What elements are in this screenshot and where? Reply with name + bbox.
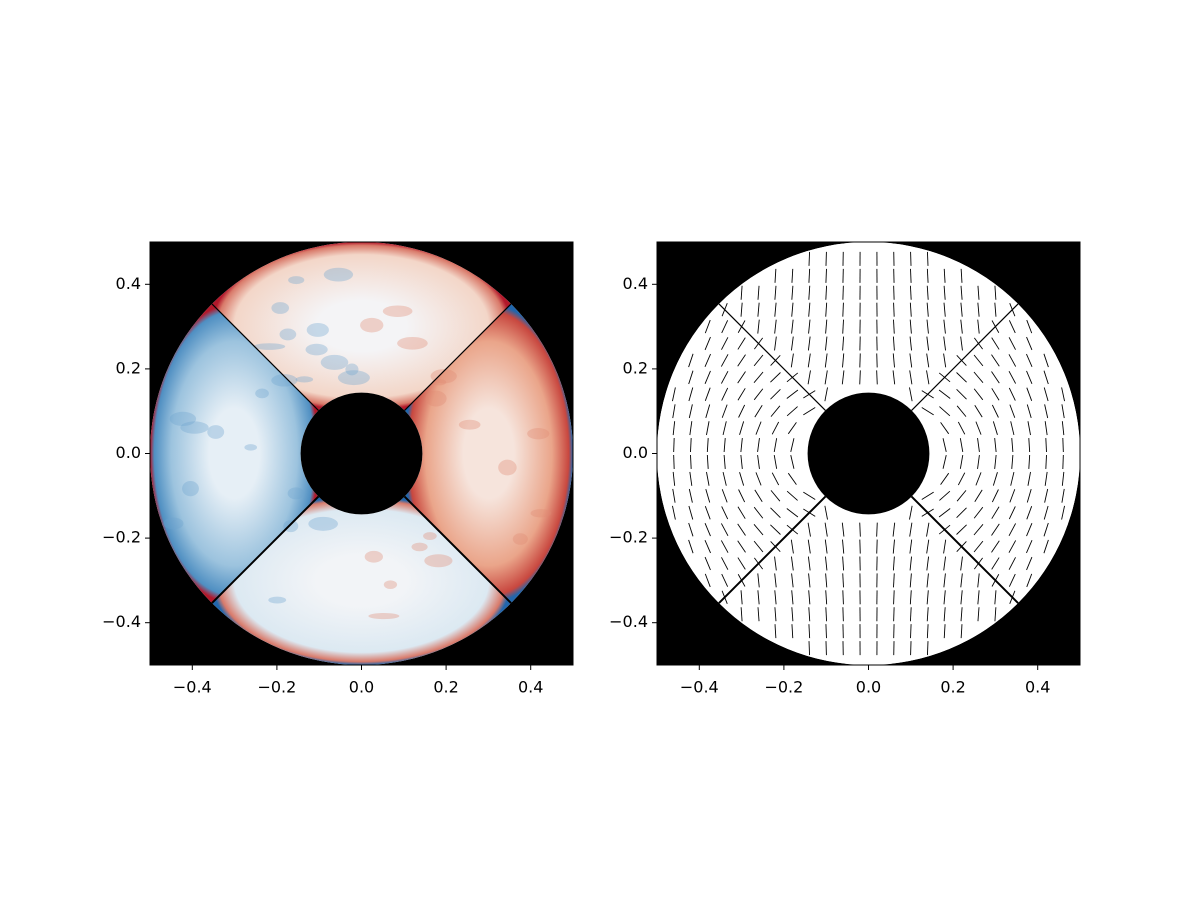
heatmap-blob — [280, 329, 297, 341]
polarization-vector — [826, 269, 827, 283]
polarization-vector — [809, 252, 810, 266]
x-tick-label: −0.4 — [173, 678, 212, 697]
heatmap-blob — [268, 597, 286, 604]
heatmap-blob — [271, 302, 289, 314]
heatmap-blob — [365, 551, 383, 563]
y-tick-label: 0.0 — [623, 443, 648, 462]
heatmap-blob — [306, 344, 328, 356]
heatmap-blob — [412, 543, 428, 552]
y-tick-label: 0.2 — [116, 358, 141, 377]
heatmap-blob — [207, 425, 224, 439]
heatmap-blob — [424, 554, 452, 567]
y-tick-label: 0.4 — [623, 274, 648, 293]
polarization-vector — [911, 269, 912, 283]
y-tick-label: 0.0 — [116, 443, 141, 462]
polarization-vector — [826, 624, 827, 638]
x-tick-label: −0.2 — [257, 678, 296, 697]
polarization-vector — [894, 590, 895, 604]
polarization-vector — [911, 624, 912, 638]
inner-hole — [301, 393, 423, 515]
heatmap-blob — [338, 370, 370, 385]
heatmap-blob — [163, 518, 183, 530]
heatmap-blob — [459, 420, 481, 430]
x-tick-label: 0.2 — [940, 678, 965, 697]
y-tick-label: 0.2 — [623, 358, 648, 377]
polarization-vector — [809, 641, 810, 655]
heatmap-blob — [432, 379, 446, 385]
heatmap-blob — [360, 318, 383, 333]
heatmap-blob — [384, 580, 397, 589]
panel: −0.4 −0.2 0.0 0.2 0.4 −0.4 −0.2 0.0 0.2 0.4 — [609, 242, 1080, 697]
heatmap-blob — [321, 355, 349, 370]
polarization-vector — [927, 641, 928, 655]
x-tick-label: 0.4 — [518, 678, 543, 697]
heatmap-blob — [255, 389, 269, 399]
heatmap-blob — [397, 337, 428, 350]
y-tick-label: −0.2 — [609, 528, 648, 547]
heatmap-blob — [288, 487, 305, 499]
y-tick-label: −0.4 — [102, 612, 141, 631]
heatmap-blob — [527, 428, 549, 439]
heatmap-blob — [513, 533, 528, 544]
polarization-vector — [674, 455, 675, 469]
polarization-vector — [860, 523, 861, 537]
polarization-vector — [860, 370, 861, 384]
heatmap-blob — [368, 613, 399, 619]
polarization-vector — [843, 303, 844, 317]
polarization-vector — [894, 303, 895, 317]
x-tick-label: 0.4 — [1025, 678, 1050, 697]
y-tick-label: −0.2 — [102, 528, 141, 547]
x-tick-label: 0.0 — [349, 678, 374, 697]
polarization-vector — [843, 590, 844, 604]
x-tick-label: 0.2 — [433, 678, 458, 697]
heatmap-blob — [423, 532, 437, 540]
heatmap-blob — [324, 268, 353, 282]
heatmap-blob — [296, 376, 314, 382]
heatmap-blob — [308, 517, 338, 531]
polarization-vector — [674, 438, 675, 452]
heatmap-blob — [180, 421, 208, 433]
y-tick-label: 0.4 — [116, 274, 141, 293]
polarization-vector — [877, 370, 878, 384]
polarization-vector — [877, 523, 878, 537]
polarization-vector — [927, 252, 928, 266]
inner-hole — [808, 393, 930, 515]
x-tick-label: −0.2 — [764, 678, 803, 697]
heatmap-blob — [498, 460, 516, 476]
heatmap-blob — [307, 323, 329, 337]
heatmap-blob — [383, 305, 413, 316]
polarization-vector — [1063, 455, 1064, 469]
y-tick-label: −0.4 — [609, 612, 648, 631]
heatmap-blob — [253, 343, 285, 350]
heatmap-blob — [182, 481, 199, 496]
x-tick-label: 0.0 — [856, 678, 881, 697]
x-tick-label: −0.4 — [680, 678, 719, 697]
polarization-vector — [1063, 438, 1064, 452]
heatmap-blob — [244, 444, 257, 450]
heatmap-blob — [531, 509, 552, 517]
heatmap-blob — [425, 391, 446, 407]
heatmap-blob — [288, 276, 304, 284]
panel: −0.4 −0.2 0.0 0.2 0.4 −0.4 −0.2 0.0 0.2 0.4 — [102, 242, 573, 697]
